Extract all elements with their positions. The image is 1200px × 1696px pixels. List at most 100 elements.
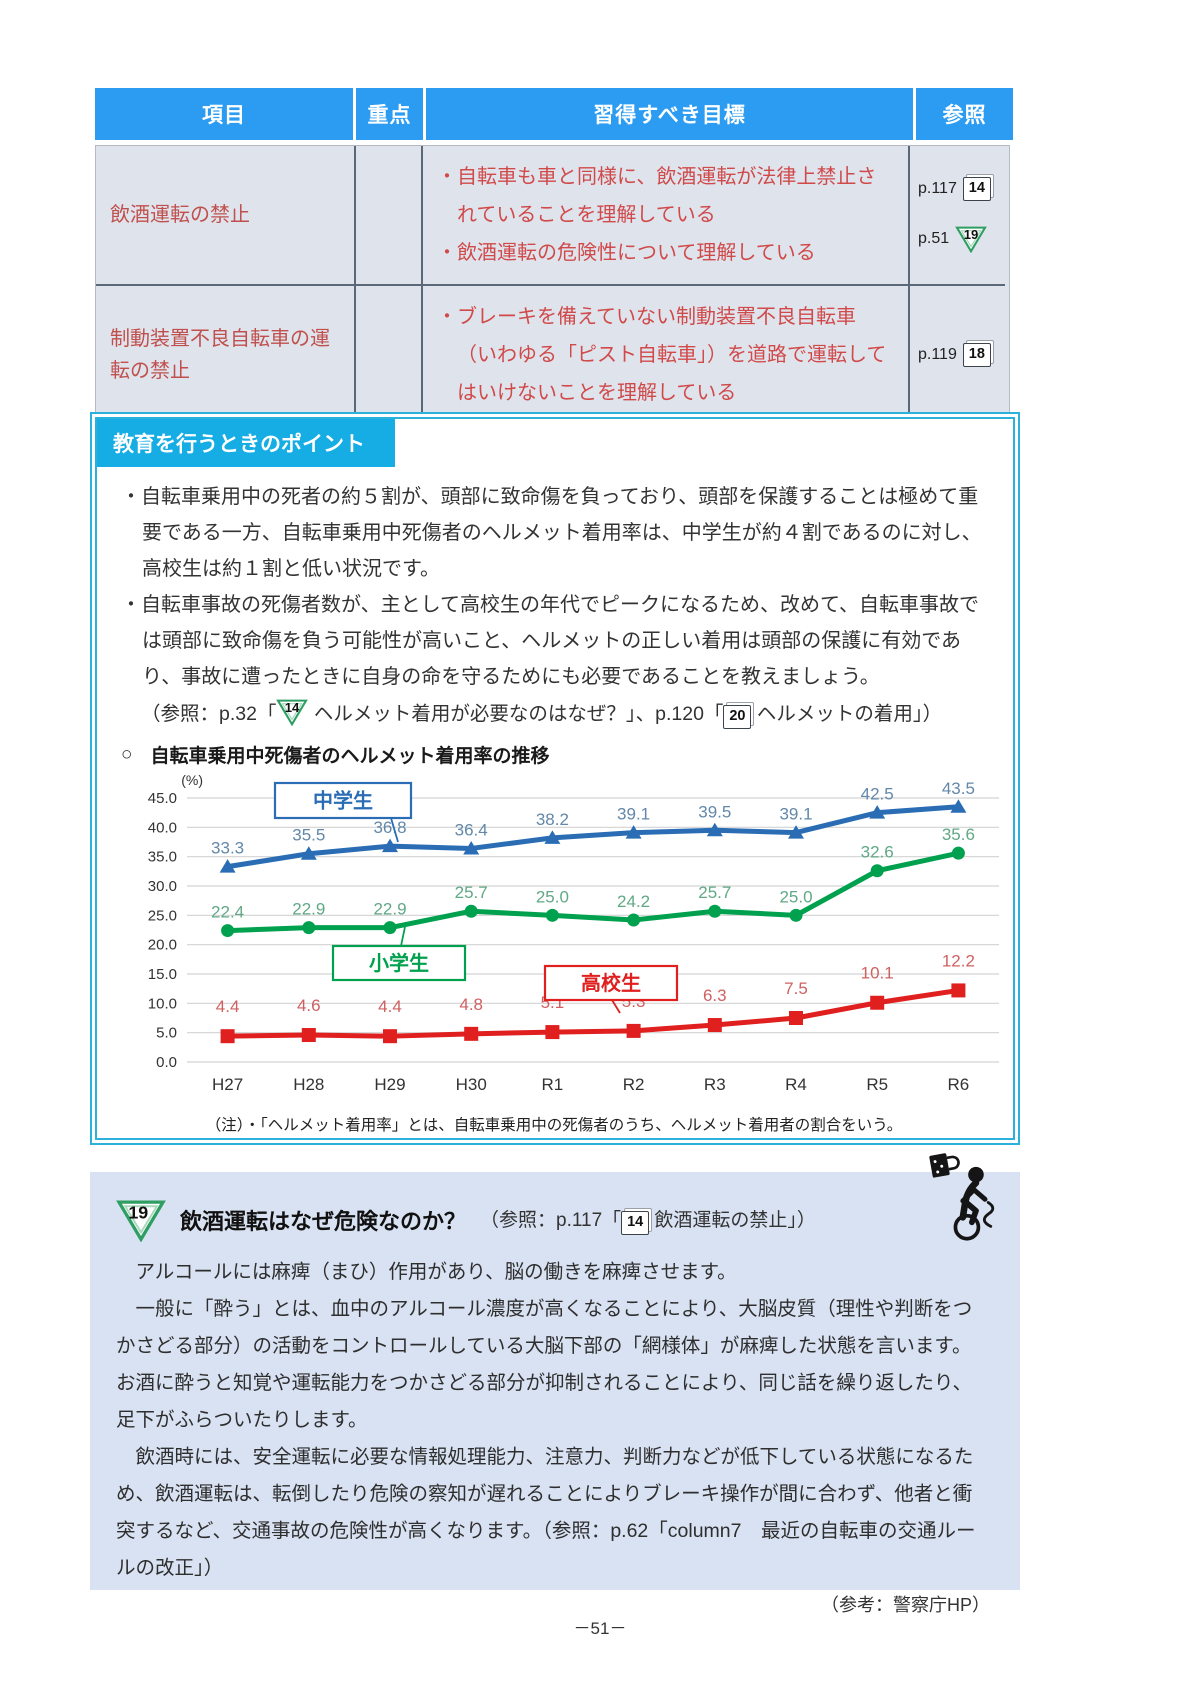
svg-text:24.2: 24.2 (617, 892, 650, 911)
svg-text:12.2: 12.2 (942, 951, 975, 970)
svg-text:45.0: 45.0 (148, 790, 177, 807)
ref-text: ヘルメット着用が必要なのはなぜ？」、p.120「 (308, 703, 724, 725)
svg-text:25.0: 25.0 (536, 887, 569, 906)
svg-text:H27: H27 (212, 1075, 243, 1094)
goal-text: ・飲酒運転の危険性について理解している (437, 242, 816, 264)
svg-text:35.0: 35.0 (148, 849, 177, 866)
svg-text:25.0: 25.0 (148, 907, 177, 924)
svg-text:33.3: 33.3 (211, 839, 244, 858)
points-bullet: ・自転車乗用中の死者の約５割が、頭部に致命傷を負っており、頭部を保護することは極… (121, 486, 982, 580)
chart-note: （注）・「ヘルメット着用率」とは、自転車乗用中の死傷者のうち、ヘルメット着用者の… (205, 1117, 903, 1134)
helmet-rate-chart: 0.0 5.0 10.0 15.0 20.0 25.0 30.0 35.0 40.0 45.0 (%… (125, 770, 999, 1113)
goal-text: ・自転車も車と同様に、飲酒運転が法律上禁止されていることを理解している (437, 166, 877, 226)
ref-text: 飲酒運転の禁止」） (649, 1210, 816, 1231)
row2-item-label: 制動装置不良自転車の運転の禁止 (96, 284, 354, 424)
row1-goals-cell: ・自転車も車と同様に、飲酒運転が法律上禁止されていることを理解している ・飲酒運… (421, 146, 908, 284)
row2-priority-cell (354, 284, 421, 424)
ref-text: （参照：p.117「 (480, 1210, 622, 1231)
ref-page: p.119 (918, 346, 957, 363)
svg-text:小学生: 小学生 (369, 951, 429, 975)
svg-text:5.0: 5.0 (156, 1025, 177, 1042)
chart-title: 自転車乗用中死傷者のヘルメット着用率の推移 (150, 746, 550, 767)
svg-text:40.0: 40.0 (148, 819, 177, 836)
svg-text:42.5: 42.5 (861, 785, 894, 804)
svg-text:(%): (%) (181, 772, 203, 788)
drunk-driving-section: 19 飲酒運転はなぜ危険なのか？ （参照：p.117「 14 飲酒運転の禁止」） … (90, 1153, 1020, 1615)
svg-text:H30: H30 (456, 1075, 487, 1094)
svg-text:R3: R3 (704, 1075, 726, 1094)
section-paragraph: 一般に「酔う」とは、血中のアルコール濃度が高くなることにより、大脳皮質（理性や判… (116, 1298, 973, 1431)
svg-text:R6: R6 (948, 1075, 970, 1094)
svg-text:15.0: 15.0 (148, 966, 177, 983)
svg-text:39.1: 39.1 (779, 805, 812, 824)
page-ref-icon: 14 (962, 177, 991, 202)
header-goals: 習得すべき目標 (426, 88, 913, 140)
header-priority: 重点 (356, 88, 423, 140)
page-ref-icon: 20 (723, 705, 752, 729)
svg-text:R1: R1 (542, 1075, 564, 1094)
header-reference: 参照 (916, 88, 1013, 140)
education-points-box: 教育を行うときのポイント ・自転車乗用中の死者の約５割が、頭部に致命傷を負ってお… (90, 412, 1020, 1145)
svg-text:H29: H29 (374, 1075, 405, 1094)
svg-text:R2: R2 (623, 1075, 645, 1094)
svg-text:22.4: 22.4 (211, 903, 244, 922)
svg-text:7.5: 7.5 (784, 979, 808, 998)
ref-page: p.117 (918, 180, 957, 198)
svg-text:35.6: 35.6 (942, 825, 975, 844)
section-source: （参考：警察庁HP） (820, 1595, 990, 1615)
svg-text:4.4: 4.4 (378, 997, 402, 1016)
points-bullet: ・自転車事故の死傷者数が、主として高校生の年代でピークになるため、改めて、自転車… (121, 594, 979, 688)
page-ref-icon: 14 (621, 1211, 650, 1235)
svg-text:4.4: 4.4 (216, 997, 240, 1016)
svg-text:10.1: 10.1 (861, 964, 894, 983)
reference-link[interactable]: p.119 18 (918, 343, 995, 367)
svg-text:25.0: 25.0 (779, 887, 812, 906)
drunk-cyclist-icon (929, 1153, 995, 1241)
section-paragraph: 飲酒時には、安全運転に必要な情報処理能力、注意力、判断力などが低下している状態に… (116, 1446, 976, 1579)
goals-table-header: 項目 重点 習得すべき目標 参照 (95, 88, 1013, 140)
section-paragraph: アルコールには麻痺（まひ）作用があり、脳の働きを麻痺させます。 (135, 1261, 737, 1283)
svg-text:0.0: 0.0 (156, 1054, 177, 1071)
triangle-ref-icon: 14 (276, 699, 309, 727)
page-ref-icon: 18 (962, 343, 991, 367)
svg-text:25.7: 25.7 (698, 883, 731, 902)
goals-table-body: 飲酒運転の禁止 ・自転車も車と同様に、飲酒運転が法律上禁止されていることを理解し… (95, 145, 1010, 425)
svg-text:35.5: 35.5 (292, 826, 325, 845)
row1-item-label: 飲酒運転の禁止 (110, 204, 250, 226)
ref-page: p.51 (918, 229, 950, 247)
svg-text:中学生: 中学生 (313, 789, 373, 813)
svg-text:高校生: 高校生 (581, 971, 641, 995)
svg-text:39.1: 39.1 (617, 805, 650, 824)
svg-text:32.6: 32.6 (861, 843, 894, 862)
svg-text:39.5: 39.5 (698, 802, 731, 821)
ref-text: （参照：p.32「 (141, 703, 277, 725)
row1-priority-cell (354, 146, 421, 284)
section-title: 飲酒運転はなぜ危険なのか？ (180, 1209, 467, 1234)
svg-text:19: 19 (964, 227, 979, 242)
svg-text:36.4: 36.4 (455, 820, 488, 839)
row2-goals-cell: ・ブレーキを備えていない制動装置不良自転車（いわゆる「ピスト自転車」）を道路で運… (421, 284, 908, 424)
goal-text: ・ブレーキを備えていない制動装置不良自転車（いわゆる「ピスト自転車」）を道路で運… (437, 306, 887, 404)
reference-link[interactable]: p.117 14 (918, 177, 995, 202)
svg-text:R5: R5 (866, 1075, 888, 1094)
table-row: 制動装置不良自転車の運転の禁止 ・ブレーキを備えていない制動装置不良自転車（いわ… (96, 284, 1009, 424)
svg-text:22.9: 22.9 (292, 900, 325, 919)
svg-text:R4: R4 (785, 1075, 807, 1094)
chart-title-row: ○ 自転車乗用中死傷者のヘルメット着用率の推移 (121, 741, 987, 768)
row1-ref-cell: p.117 14 p.51 19 (908, 146, 1005, 284)
ref-text: ヘルメットの着用」） (751, 703, 943, 725)
section-title-reference: （参照：p.117「 14 飲酒運転の禁止」） (480, 1205, 816, 1235)
section-number-triangle-icon: 19 (116, 1200, 166, 1242)
section-title-row: 19 飲酒運転はなぜ危険なのか？ （参照：p.117「 14 飲酒運転の禁止」） (116, 1198, 990, 1242)
svg-text:6.3: 6.3 (703, 986, 727, 1005)
reference-link[interactable]: p.51 19 (918, 225, 995, 253)
svg-text:22.9: 22.9 (373, 900, 406, 919)
triangle-ref-icon: 19 (955, 226, 987, 253)
table-row: 飲酒運転の禁止 ・自転車も車と同様に、飲酒運転が法律上禁止されていることを理解し… (96, 146, 1009, 284)
svg-text:43.5: 43.5 (942, 779, 975, 798)
svg-text:10.0: 10.0 (148, 995, 177, 1012)
circle-bullet-icon: ○ (121, 743, 133, 765)
svg-text:4.8: 4.8 (459, 995, 483, 1014)
svg-text:38.2: 38.2 (536, 810, 569, 829)
svg-text:20.0: 20.0 (148, 937, 177, 954)
